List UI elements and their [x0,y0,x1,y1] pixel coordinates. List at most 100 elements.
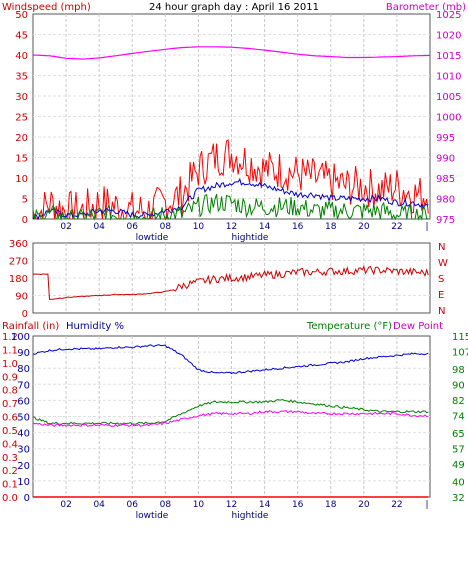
windspeed-tick: 40 [15,51,28,62]
x-tick-label: 20 [358,222,370,232]
series-wind-direction [32,265,429,300]
windspeed-tick: 50 [15,10,28,21]
compass-label: S [438,274,444,285]
rainfall-tick: 0.1 [2,480,18,491]
x-tick-label: 22 [391,222,402,232]
compass-label: N [438,242,445,253]
humidity-y-ticks: 0 10 20 30 40 50 60 70 80 90 100 [11,332,30,504]
rainfall-tick: 0.4 [2,439,18,450]
barometer-axis-title: Barometer (mb) [386,2,466,13]
series-barometer-mb- [32,46,431,60]
temperature-tick: 98 [452,365,465,376]
temperature-axis-title: Temperature (°F) [306,321,392,332]
temperature-y-ticks: 32 40 49 57 65 74 82 90 98 107 115 [452,332,468,504]
x-tick-label: 10 [193,222,205,232]
x-tick-label: 08 [160,222,172,232]
direction-series [32,265,429,300]
direction-tick: 0 [22,309,28,320]
hightide-label: hightide [232,233,269,243]
direction-tick: 360 [9,239,28,250]
rainfall-y-ticks: 0.0 0.1 0.2 0.3 0.4 0.5 0.6 0.7 0.8 0.9 1.0 1.1 1.2 [2,332,18,504]
compass-label: N [438,306,445,317]
rainfall-tick: 1.1 [2,345,18,356]
humidity-tick: 100 [11,332,30,343]
wind-x-ticks: 02 04 06 08 10 12 14 16 18 20 22 | [60,222,428,232]
humidity-tick: 50 [17,413,30,424]
rainfall-tick: 0.0 [2,493,18,504]
rainfall-tick: 0.8 [2,386,18,397]
barometer-tick: 1000 [436,113,461,124]
barometer-tick: 990 [436,154,455,165]
barometer-tick: 980 [436,195,455,206]
windspeed-tick: 5 [22,195,28,206]
windspeed-tick: 15 [15,154,28,165]
temperature-tick: 49 [452,460,465,471]
series-average-wind [32,177,429,221]
barometer-tick: 1005 [436,92,461,103]
temp-humidity-panel: Rainfall (in) Humidity % Temperature (°F… [2,321,468,521]
temperature-tick: 82 [452,396,465,407]
humidity-tick: 0 [24,493,30,504]
series-dew-point [32,410,429,427]
direction-tick: 180 [9,274,28,285]
x-tick-label: 08 [160,500,172,510]
temp-x-ticks: 02 04 06 08 10 12 14 16 18 20 22 | [60,500,428,510]
temperature-tick: 107 [452,348,468,359]
direction-grid [33,243,430,313]
temperature-tick: 32 [452,493,465,504]
x-tick-label: 04 [93,500,105,510]
compass-label: W [438,258,448,269]
temperature-tick: 40 [452,477,465,488]
x-tick-label: 16 [292,500,304,510]
x-tick-label: 06 [127,500,139,510]
lowtide-label-bottom: lowtide [136,511,169,521]
hightide-label-bottom: hightide [232,511,269,521]
temperature-tick: 115 [452,332,468,343]
x-tick-label: 02 [60,222,71,232]
humidity-tick: 30 [17,445,30,456]
rainfall-tick: 0.3 [2,453,18,464]
direction-tick: 270 [9,257,28,268]
chart-title: 24 hour graph day : April 16 2011 [149,2,319,13]
barometer-tick: 1025 [436,10,461,21]
barometer-tick: 995 [436,133,455,144]
wind-series [32,46,431,221]
temp-series [32,344,429,498]
x-end-tick: | [425,222,428,232]
windspeed-axis-title: Windspeed (mph) [2,2,91,13]
windspeed-tick: 35 [15,72,28,83]
humidity-axis-title: Humidity % [66,321,124,332]
temperature-tick: 74 [452,412,465,423]
wind-barometer-panel: Windspeed (mph) 24 hour graph day : Apri… [2,2,466,243]
x-tick-label: 04 [93,222,105,232]
humidity-tick: 20 [17,461,30,472]
rainfall-tick: 0.7 [2,399,18,410]
humidity-tick: 10 [17,477,30,488]
rainfall-tick: 0.9 [2,372,18,383]
windspeed-tick: 10 [15,174,28,185]
barometer-tick: 1020 [436,31,461,42]
rainfall-tick: 0.2 [2,466,18,477]
humidity-tick: 40 [17,429,30,440]
windspeed-tick: 25 [15,113,28,124]
rainfall-tick: 0.6 [2,413,18,424]
windspeed-tick: 30 [15,92,28,103]
temperature-tick: 65 [452,429,465,440]
rainfall-tick: 1.0 [2,359,18,370]
lowtide-label: lowtide [136,233,169,243]
rainfall-axis-title: Rainfall (in) [2,321,59,332]
x-tick-label: 20 [358,500,370,510]
windspeed-tick: 20 [15,133,28,144]
x-tick-label: 12 [226,500,237,510]
rainfall-tick: 1.2 [2,332,18,343]
barometer-tick: 975 [436,215,455,226]
series-temperature-f [32,398,429,425]
x-tick-label: 06 [127,222,139,232]
barometer-tick: 985 [436,174,455,185]
windspeed-tick: 0 [22,215,28,226]
x-tick-label: 22 [391,500,402,510]
compass-label: E [438,290,444,301]
